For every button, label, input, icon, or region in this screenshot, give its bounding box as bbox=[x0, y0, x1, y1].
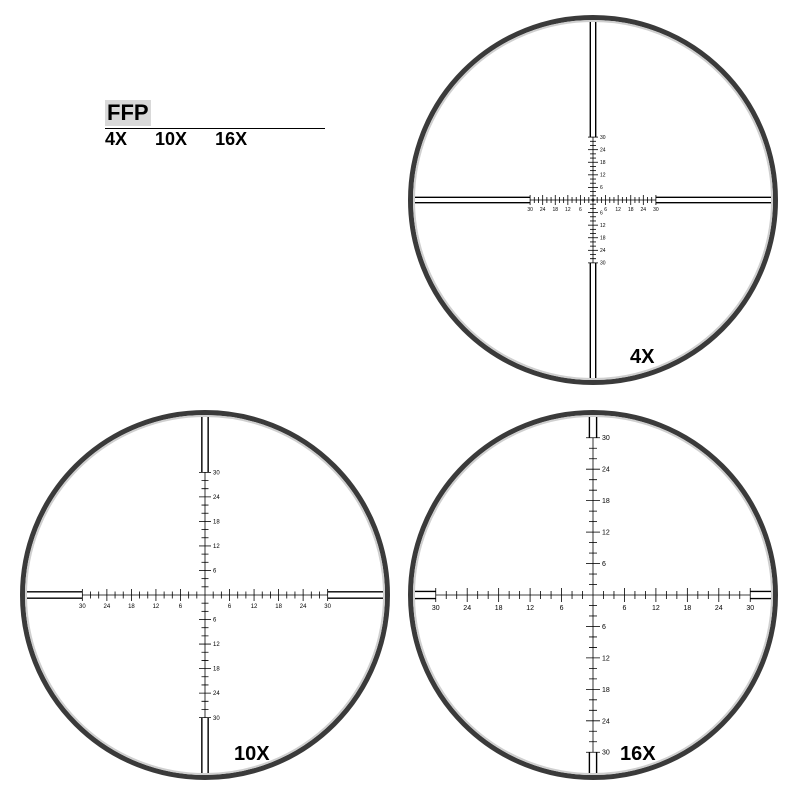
svg-text:24: 24 bbox=[600, 147, 606, 153]
svg-text:12: 12 bbox=[602, 530, 610, 537]
svg-text:30: 30 bbox=[600, 261, 606, 267]
svg-text:18: 18 bbox=[628, 207, 634, 213]
svg-text:30: 30 bbox=[602, 750, 610, 757]
svg-text:30: 30 bbox=[79, 604, 86, 610]
svg-text:12: 12 bbox=[652, 605, 660, 612]
svg-text:24: 24 bbox=[641, 207, 647, 213]
svg-text:30: 30 bbox=[324, 604, 331, 610]
svg-text:24: 24 bbox=[213, 495, 220, 501]
svg-text:30: 30 bbox=[432, 605, 440, 612]
svg-text:6: 6 bbox=[179, 604, 183, 610]
svg-text:18: 18 bbox=[275, 604, 282, 610]
svg-text:12: 12 bbox=[600, 173, 606, 179]
svg-text:24: 24 bbox=[104, 604, 111, 610]
svg-text:18: 18 bbox=[213, 520, 220, 526]
svg-text:12: 12 bbox=[153, 604, 160, 610]
svg-text:18: 18 bbox=[495, 605, 503, 612]
svg-text:6: 6 bbox=[602, 561, 606, 568]
svg-text:18: 18 bbox=[683, 605, 691, 612]
svg-text:12: 12 bbox=[213, 642, 220, 648]
svg-text:24: 24 bbox=[602, 718, 610, 725]
svg-text:6: 6 bbox=[600, 185, 603, 191]
svg-text:24: 24 bbox=[600, 248, 606, 254]
svg-text:30: 30 bbox=[600, 135, 606, 141]
svg-text:24: 24 bbox=[540, 207, 546, 213]
svg-text:18: 18 bbox=[600, 235, 606, 241]
legend-mag-16x: 16X bbox=[215, 129, 247, 150]
legend-mag-10x: 10X bbox=[155, 129, 187, 150]
svg-text:30: 30 bbox=[213, 716, 220, 722]
svg-text:30: 30 bbox=[527, 207, 533, 213]
scope-10x: 6 6 6 6 12 12 12 12 18 18 18 18 24 24 24 24 30 30 30 30 bbox=[20, 410, 390, 780]
diagram-canvas: FFP 4X 10X 16X 6666121212121818181824242… bbox=[0, 0, 812, 812]
svg-text:12: 12 bbox=[251, 604, 258, 610]
svg-text:18: 18 bbox=[552, 207, 558, 213]
svg-text:30: 30 bbox=[653, 207, 659, 213]
svg-text:12: 12 bbox=[615, 207, 621, 213]
svg-text:6: 6 bbox=[579, 207, 582, 213]
svg-text:6: 6 bbox=[228, 604, 232, 610]
svg-text:18: 18 bbox=[602, 498, 610, 505]
scope-4x-label: 4X bbox=[630, 346, 654, 369]
svg-text:24: 24 bbox=[602, 467, 610, 474]
svg-text:30: 30 bbox=[602, 435, 610, 442]
legend-mags: 4X 10X 16X bbox=[105, 129, 325, 150]
scope-16x: 6 6 6 6 12 12 12 12 18 18 18 18 24 24 24 24 30 30 30 30 bbox=[408, 410, 778, 780]
svg-text:30: 30 bbox=[213, 470, 220, 476]
svg-text:18: 18 bbox=[602, 687, 610, 694]
svg-text:18: 18 bbox=[213, 667, 220, 673]
svg-text:18: 18 bbox=[128, 604, 135, 610]
scope-10x-label: 10X bbox=[234, 743, 270, 766]
svg-text:6: 6 bbox=[622, 605, 626, 612]
svg-text:18: 18 bbox=[600, 160, 606, 166]
scope-4x: 666612121212181818182424242430303030 bbox=[408, 15, 778, 385]
svg-text:6: 6 bbox=[560, 605, 564, 612]
scope-16x-label: 16X bbox=[620, 743, 656, 766]
svg-text:24: 24 bbox=[300, 604, 307, 610]
svg-text:6: 6 bbox=[213, 569, 217, 575]
svg-text:24: 24 bbox=[715, 605, 723, 612]
legend-block: FFP 4X 10X 16X bbox=[105, 100, 325, 150]
svg-text:30: 30 bbox=[746, 605, 754, 612]
legend-mag-4x: 4X bbox=[105, 129, 127, 150]
svg-text:24: 24 bbox=[213, 691, 220, 697]
legend-title: FFP bbox=[105, 100, 151, 126]
svg-text:12: 12 bbox=[600, 223, 606, 229]
svg-text:12: 12 bbox=[526, 605, 534, 612]
svg-text:6: 6 bbox=[602, 624, 606, 631]
svg-text:6: 6 bbox=[213, 618, 217, 624]
svg-text:6: 6 bbox=[604, 207, 607, 213]
svg-text:12: 12 bbox=[565, 207, 571, 213]
svg-text:12: 12 bbox=[213, 544, 220, 550]
svg-text:6: 6 bbox=[600, 210, 603, 216]
svg-text:24: 24 bbox=[463, 605, 471, 612]
svg-text:12: 12 bbox=[602, 655, 610, 662]
